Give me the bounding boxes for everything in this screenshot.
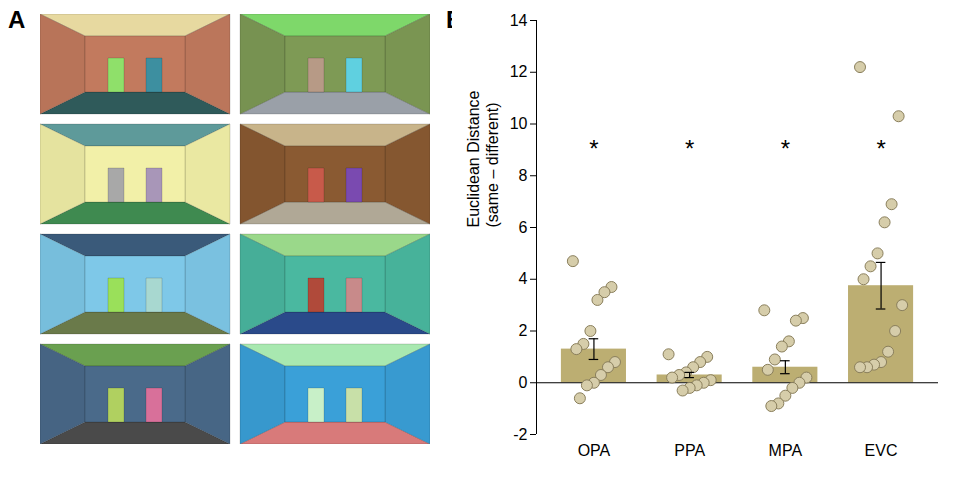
- svg-text:12: 12: [510, 63, 528, 80]
- svg-text:6: 6: [519, 219, 528, 236]
- svg-text:EVC: EVC: [865, 442, 898, 459]
- svg-text:*: *: [589, 135, 598, 162]
- svg-text:*: *: [685, 135, 694, 162]
- html-text:B: B: [446, 6, 464, 33]
- svg-text:MPA: MPA: [769, 442, 803, 459]
- svg-text:OPA: OPA: [578, 442, 611, 459]
- svg-text:Euclidean Distance(same – diff: Euclidean Distance(same – different): [465, 90, 500, 227]
- html-text:A: A: [8, 6, 26, 33]
- svg-text:10: 10: [510, 115, 528, 132]
- svg-text:-2: -2: [513, 426, 527, 443]
- svg-text:2: 2: [519, 322, 528, 339]
- svg-text:0: 0: [519, 374, 528, 391]
- svg-text:PPA: PPA: [674, 442, 705, 459]
- svg-text:*: *: [876, 135, 885, 162]
- svg-text:14: 14: [510, 12, 528, 29]
- svg-text:4: 4: [519, 270, 528, 287]
- svg-text:8: 8: [519, 167, 528, 184]
- svg-text:*: *: [781, 135, 790, 162]
